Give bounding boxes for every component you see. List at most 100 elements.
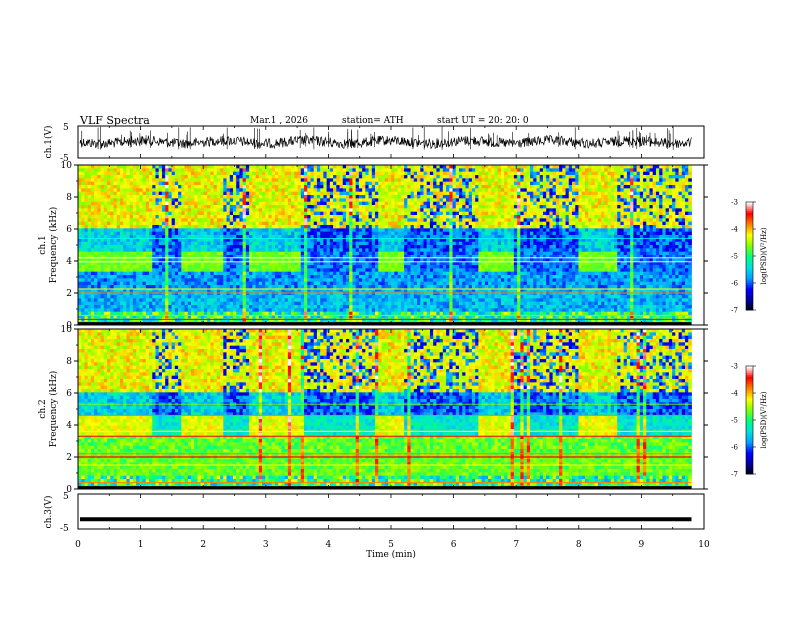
spectrogram-cell <box>269 232 273 236</box>
spectrogram-cell <box>239 185 243 189</box>
spectrogram-cell <box>159 228 163 232</box>
spectrogram-cell <box>336 275 340 279</box>
spectrogram-cell <box>330 168 334 172</box>
spectrogram-cell <box>407 205 411 209</box>
spectrogram-cell <box>133 168 137 172</box>
spectrogram-cell <box>175 205 179 209</box>
spectrogram-cell <box>101 248 105 252</box>
spectrogram-cell <box>340 298 344 302</box>
spectrogram-cell <box>143 262 147 266</box>
spectrogram-cell <box>191 278 195 282</box>
spectrogram-cell <box>281 262 285 266</box>
spectrogram-cell <box>197 212 201 216</box>
spectrogram-cell <box>291 188 295 192</box>
spectrogram-cell <box>265 222 269 226</box>
spectrogram-cell <box>197 198 201 202</box>
spectrogram-cell <box>185 318 189 322</box>
spectrogram-cell <box>382 185 386 189</box>
spectrogram-cell <box>217 285 221 289</box>
spectrogram-cell <box>136 192 140 196</box>
spectrogram-cell <box>207 225 211 229</box>
spectrogram-cell <box>343 208 347 212</box>
spectrogram-cell <box>249 185 253 189</box>
spectrogram-cell <box>349 172 353 176</box>
spectrogram-cell <box>256 195 260 199</box>
spectrogram-cell <box>304 215 308 219</box>
spectrogram-cell <box>391 248 395 252</box>
spectrogram-cell <box>214 262 218 266</box>
spectrogram-cell <box>149 175 153 179</box>
spectrogram-cell <box>323 178 327 182</box>
spectrogram-cell <box>233 318 237 322</box>
spectrogram-cell <box>81 298 85 302</box>
spectrogram-cell <box>217 218 221 222</box>
spectrogram-cell <box>104 295 108 299</box>
spectrogram-cell <box>146 188 150 192</box>
spectrogram-cell <box>210 208 214 212</box>
spectrogram-cell <box>252 268 256 272</box>
spectrogram-cell <box>185 285 189 289</box>
spectrogram-cell <box>139 252 143 256</box>
spectrogram-cell <box>362 265 366 269</box>
spectrogram-cell <box>365 175 369 179</box>
spectrogram-cell <box>194 272 198 276</box>
spectrogram-cell <box>294 305 298 309</box>
spectrogram-cell <box>378 198 382 202</box>
spectrogram-cell <box>97 228 101 232</box>
spectrogram-cell <box>104 242 108 246</box>
spectrogram-cell <box>388 262 392 266</box>
spectrogram-cell <box>194 268 198 272</box>
spectrogram-cell <box>139 208 143 212</box>
spectrogram-cell <box>246 212 250 216</box>
spectrogram-cell <box>220 195 224 199</box>
spectrogram-cell <box>236 168 240 172</box>
spectrogram-cell <box>256 242 260 246</box>
spectrogram-cell <box>227 195 231 199</box>
spectrogram-cell <box>262 292 266 296</box>
spectrogram-cell <box>252 302 256 306</box>
spectrogram-cell <box>281 182 285 186</box>
spectrogram-cell <box>152 172 156 176</box>
spectrogram-cell <box>101 265 105 269</box>
spectrogram-cell <box>155 302 159 306</box>
spectrogram-cell <box>227 242 231 246</box>
spectrogram-cell <box>104 218 108 222</box>
spectrogram-cell <box>207 282 211 286</box>
spectrogram-cell <box>155 205 159 209</box>
spectrogram-cell <box>359 195 363 199</box>
spectrogram-cell <box>110 312 114 316</box>
spectrogram-cell <box>214 312 218 316</box>
spectrogram-cell <box>210 318 214 322</box>
spectrogram-cell <box>265 205 269 209</box>
spectrogram-cell <box>172 285 176 289</box>
spectrogram-cell <box>346 272 350 276</box>
spectrogram-cell <box>175 312 179 316</box>
spectrogram-cell <box>265 225 269 229</box>
spectrogram-cell <box>301 268 305 272</box>
spectrogram-cell <box>365 308 369 312</box>
spectrogram-cell <box>97 225 101 229</box>
spectrogram-cell <box>310 175 314 179</box>
spectrogram-cell <box>114 182 118 186</box>
spectrogram-cell <box>388 218 392 222</box>
spectrogram-cell <box>97 248 101 252</box>
spectrogram-cell <box>288 278 292 282</box>
spectrogram-cell <box>398 312 402 316</box>
spectrogram-cell <box>349 242 353 246</box>
spectrogram-cell <box>107 275 111 279</box>
spectrogram-cell <box>230 305 234 309</box>
spectrogram-cell <box>365 312 369 316</box>
spectrogram-cell <box>214 182 218 186</box>
spectrogram-cell <box>356 172 360 176</box>
spectrogram-cell <box>104 175 108 179</box>
spectrogram-cell <box>227 235 231 239</box>
spectrogram-cell <box>275 248 279 252</box>
spectrogram-cell <box>101 275 105 279</box>
spectrogram-cell <box>188 225 192 229</box>
spectrogram-cell <box>307 308 311 312</box>
spectrogram-cell <box>107 308 111 312</box>
spectrogram-cell <box>104 252 108 256</box>
spectrogram-cell <box>272 285 276 289</box>
spectrogram-cell <box>275 292 279 296</box>
spectrogram-cell <box>340 295 344 299</box>
